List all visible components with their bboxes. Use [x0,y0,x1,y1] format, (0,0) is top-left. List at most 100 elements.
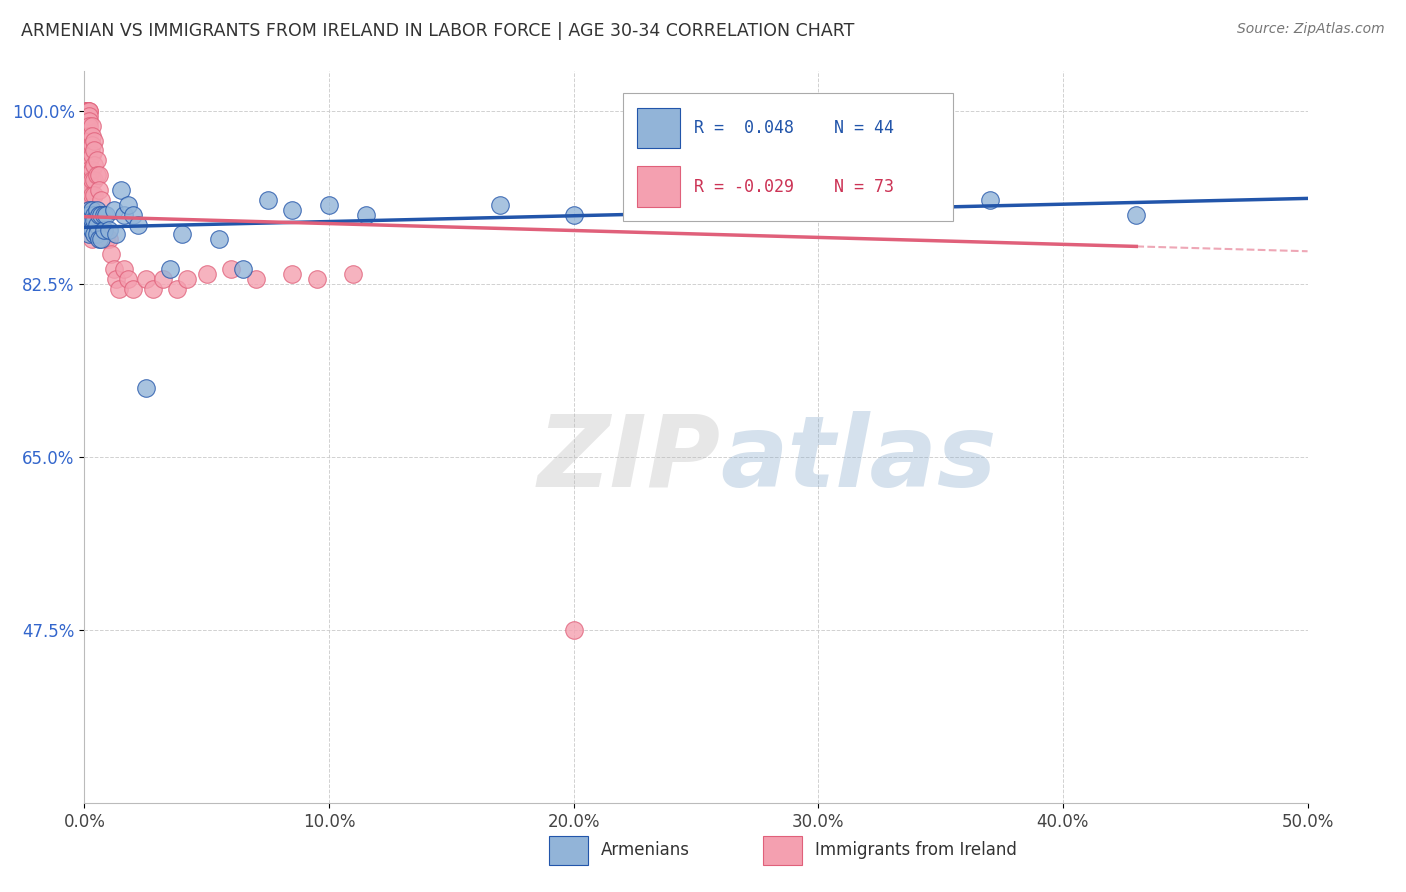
Point [86,153,108,168]
Point [77,212,100,227]
Point [90,193,112,207]
Point [87,183,110,197]
Text: atlas: atlas [720,410,997,508]
Point [219,262,242,277]
Bar [763,836,803,865]
Point [281,202,304,217]
Point [305,272,328,286]
Point [112,208,135,222]
Text: Armenians: Armenians [600,841,689,859]
Point [152,272,174,286]
FancyBboxPatch shape [623,94,953,221]
Point [80,212,103,227]
Point [87,208,110,222]
Point [76,134,98,148]
Point [80,202,103,217]
Point [80,218,103,232]
Point [76,148,98,162]
Point [96,232,118,246]
Point [112,262,135,277]
Text: Source: ZipAtlas.com: Source: ZipAtlas.com [1237,22,1385,37]
Point [86,227,108,242]
Point [90,212,112,227]
Point [208,232,231,246]
Point [562,208,585,222]
Point [77,202,100,217]
Text: ARMENIAN VS IMMIGRANTS FROM IRELAND IN LABOR FORCE | AGE 30-34 CORRELATION CHART: ARMENIAN VS IMMIGRANTS FROM IRELAND IN L… [21,22,855,40]
Point [342,267,364,281]
Point [245,272,267,286]
Point [80,119,103,133]
Point [103,262,125,277]
Point [96,208,118,222]
Point [76,103,98,118]
Point [103,202,125,217]
Point [77,119,100,133]
Point [489,198,512,212]
Point [77,193,100,207]
Point [80,163,103,178]
Point [87,232,110,246]
Point [661,193,683,207]
Point [90,232,112,246]
Point [90,208,112,222]
Point [86,202,108,217]
Text: R =  0.048    N = 44: R = 0.048 N = 44 [693,120,894,137]
Point [83,158,105,172]
Point [172,227,194,242]
Point [76,208,98,222]
Point [195,267,218,281]
Point [77,103,100,118]
Point [76,144,98,158]
Point [257,193,280,207]
Point [105,227,128,242]
Point [176,272,198,286]
Point [83,212,105,227]
Point [86,218,108,232]
Point [76,119,98,133]
Point [159,262,181,277]
Point [979,193,1001,207]
Point [117,198,139,212]
Point [354,208,377,222]
Point [86,222,108,236]
Point [110,183,132,197]
Point [86,168,108,182]
Point [80,148,103,162]
Text: Immigrants from Ireland: Immigrants from Ireland [814,841,1017,859]
Point [135,272,157,286]
Point [76,103,98,118]
Point [77,208,100,222]
Point [80,232,103,246]
Point [83,227,105,242]
Point [93,208,115,222]
Point [83,208,105,222]
Point [166,282,188,296]
Point [76,103,98,118]
Point [76,103,98,118]
Point [76,128,98,143]
Point [562,623,585,637]
Point [77,134,100,148]
Point [77,153,100,168]
Point [127,218,149,232]
Point [76,103,98,118]
Point [107,282,129,296]
Point [80,138,103,153]
Point [77,163,100,178]
Point [122,208,145,222]
Point [80,222,103,236]
Point [97,222,120,236]
Point [87,168,110,182]
Point [83,188,105,202]
Point [318,198,340,212]
Point [117,272,139,286]
Point [232,262,254,277]
Point [76,218,98,232]
Point [100,247,122,261]
Point [93,222,115,236]
Point [83,144,105,158]
Bar [637,167,681,207]
Point [76,158,98,172]
Point [77,109,100,123]
